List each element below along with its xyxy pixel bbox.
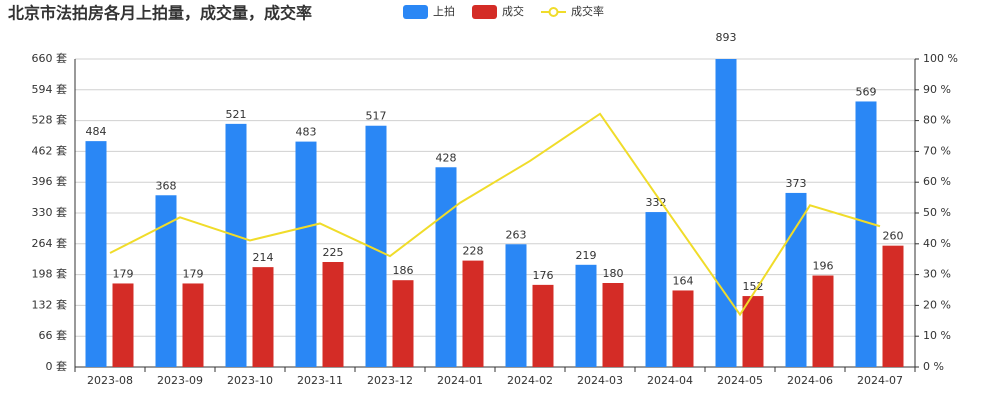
value-label: 180 [603,267,624,280]
bar [182,283,204,367]
legend-label: 成交 [502,4,524,18]
bar [602,283,624,367]
legend-label: 成交率 [571,4,604,18]
y2-tick-label: 100 % [923,52,958,65]
bar [855,101,877,367]
bar [742,296,764,367]
y2-tick-label: 70 % [923,144,951,157]
bar [672,290,694,367]
y-tick-label: 660 套 [32,52,68,65]
value-label: 186 [393,264,414,277]
legend-swatch [403,5,428,19]
value-label: 263 [506,228,527,241]
y2-tick-label: 40 % [923,237,951,250]
bar [225,123,247,367]
value-label: 179 [113,267,134,280]
y-tick-label: 66 套 [39,329,68,342]
plot-area [85,59,904,367]
x-tick-label: 2024-02 [507,374,553,387]
x-tick-label: 2024-01 [437,374,483,387]
y2-tick-label: 0 % [923,360,944,373]
bar [575,264,597,367]
x-tick-label: 2024-07 [857,374,903,387]
bar [295,141,317,367]
legend-swatch [472,5,497,19]
bar [112,283,134,367]
y2-tick-label: 10 % [923,329,951,342]
y2-tick-label: 50 % [923,206,951,219]
x-tick-label: 2024-03 [577,374,623,387]
y-tick-label: 132 套 [32,298,68,311]
y-tick-label: 396 套 [32,175,68,188]
legend-swatch [548,7,559,17]
y-tick-label: 330 套 [32,206,68,219]
value-label: 893 [716,31,737,44]
value-label: 260 [883,230,904,243]
y2-tick-label: 90 % [923,83,951,96]
y-tick-label: 528 套 [32,114,68,127]
y2-tick-label: 30 % [923,268,951,281]
bar [392,280,414,367]
y-tick-label: 0 套 [46,360,68,373]
value-label: 179 [183,267,204,280]
y-tick-label: 594 套 [32,83,68,96]
y2-tick-label: 20 % [923,298,951,311]
y-tick-label: 198 套 [32,268,68,281]
value-label: 225 [323,246,344,259]
x-tick-label: 2024-04 [647,374,693,387]
value-label: 219 [576,249,597,262]
bar [252,267,274,367]
bar [505,244,527,367]
y-tick-label: 462 套 [32,144,68,157]
bar [785,192,807,367]
value-label: 569 [856,85,877,98]
value-label: 517 [366,110,387,123]
value-label: 521 [226,108,247,121]
x-tick-label: 2023-12 [367,374,413,387]
value-label: 428 [436,151,457,164]
x-tick-label: 2024-05 [717,374,763,387]
bar [645,212,667,367]
chart-title: 北京市法拍房各月上拍量，成交量，成交率 [8,4,312,23]
value-label: 152 [743,280,764,293]
bar [812,275,834,367]
x-tick-label: 2023-08 [87,374,133,387]
value-label: 483 [296,126,317,139]
bar [85,141,107,367]
bar [715,59,737,367]
value-label: 214 [253,251,274,264]
bar [882,245,904,367]
y2-tick-label: 80 % [923,114,951,127]
bar [462,260,484,367]
x-tick-label: 2023-09 [157,374,203,387]
bar [365,125,387,367]
line [109,112,881,317]
bar [155,195,177,367]
x-tick-label: 2023-10 [227,374,273,387]
legend-label: 上拍 [433,4,455,18]
x-tick-label: 2024-06 [787,374,833,387]
x-tick-label: 2023-11 [297,374,343,387]
value-label: 164 [673,274,694,287]
bar [322,262,344,367]
value-label: 228 [463,245,484,258]
value-label: 484 [86,125,107,138]
bar [532,284,554,367]
value-label: 373 [786,177,807,190]
value-label: 176 [533,269,554,282]
value-label: 196 [813,260,834,273]
bar [435,167,457,367]
value-label: 332 [646,196,667,209]
value-label: 368 [156,179,177,192]
y2-tick-label: 60 % [923,175,951,188]
y-tick-label: 264 套 [32,237,68,250]
